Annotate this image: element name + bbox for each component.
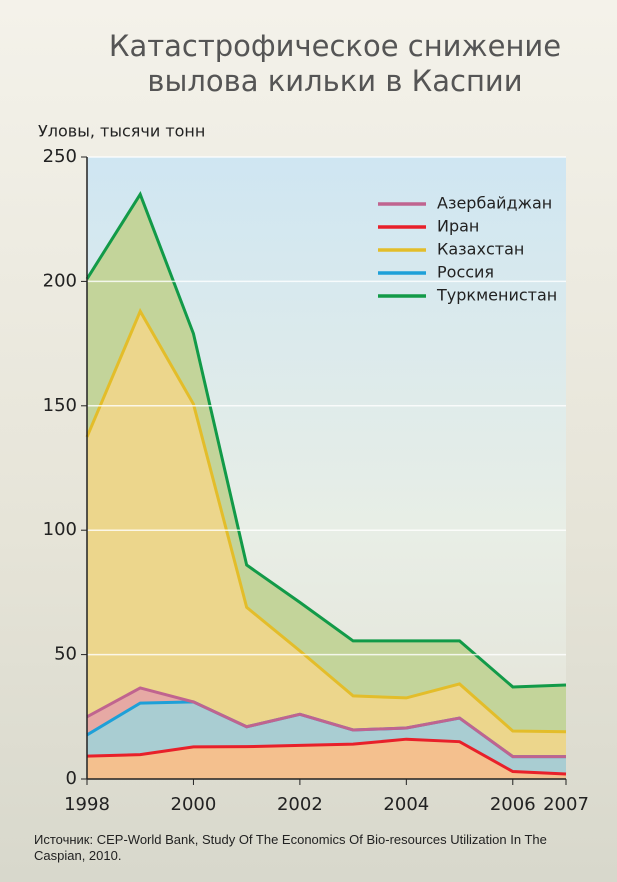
x-tick-label: 1998	[64, 794, 110, 815]
y-tick-label: 50	[54, 644, 77, 665]
x-tick-label: 2002	[277, 794, 323, 815]
x-tick-label: 2006	[490, 794, 536, 815]
area	[87, 311, 566, 757]
series-line	[86, 737, 567, 776]
area	[87, 687, 566, 757]
y-tick-label: 150	[43, 395, 77, 416]
y-tick-label: 100	[43, 519, 77, 540]
series-line	[86, 686, 566, 759]
area	[87, 701, 566, 775]
source-note: Источник: CEP-World Bank, Study Of The E…	[34, 832, 547, 863]
area	[87, 739, 566, 779]
legend-label: Туркменистан	[436, 286, 557, 305]
legend-label: Иран	[437, 217, 479, 236]
y-axis-label: Уловы, тысячи тонн	[38, 122, 205, 141]
series-line	[85, 307, 567, 734]
legend-label: Казахстан	[437, 240, 524, 259]
chart-title: Катастрофическое снижение	[109, 29, 561, 63]
y-tick-label: 0	[66, 768, 77, 789]
y-tick-label: 250	[43, 146, 77, 167]
series-line	[85, 190, 567, 689]
x-tick-label: 2000	[171, 794, 217, 815]
legend-label: Россия	[437, 263, 494, 282]
y-tick-label: 200	[43, 270, 77, 291]
legend-label: Азербайджан	[437, 194, 552, 213]
chart-title: вылова кильки в Каспии	[147, 64, 522, 98]
area	[87, 194, 566, 732]
x-tick-label: 2004	[383, 794, 429, 815]
x-tick-label: 2007	[543, 794, 589, 815]
